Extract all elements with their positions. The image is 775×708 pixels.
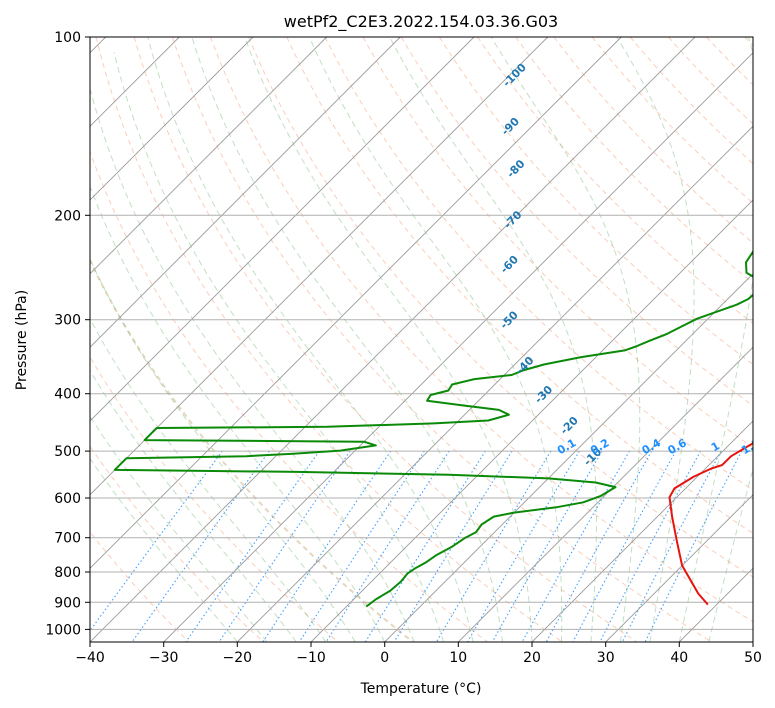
y-tick-label: 200 <box>54 208 81 224</box>
isotherm-line <box>90 37 328 275</box>
isotherm-line <box>90 37 475 422</box>
isotherm-line <box>90 37 549 496</box>
y-tick-label: 1000 <box>45 622 81 638</box>
sounding-profiles <box>113 250 753 608</box>
x-tick-label: 10 <box>449 650 467 666</box>
isotherm-line <box>236 125 753 642</box>
dry-adiabat-line <box>133 37 638 642</box>
isotherm-line <box>90 37 696 642</box>
x-axis: −40 −30 −20 −10 0 10 20 30 40 50 <box>75 642 762 666</box>
isotherm-line <box>90 37 401 348</box>
x-tick-label: 20 <box>523 650 541 666</box>
dry-adiabat-line <box>248 37 753 578</box>
temperature-profile-line <box>668 441 753 606</box>
moist-adiabat-line <box>113 51 445 642</box>
mixing-ratio-line <box>262 450 392 642</box>
moist-adiabat-line <box>90 257 356 642</box>
y-tick-label: 700 <box>54 531 81 547</box>
x-axis-label: Temperature (°C) <box>360 681 482 697</box>
x-tick-label: 0 <box>380 650 389 666</box>
x-tick-label: −10 <box>296 650 326 666</box>
moist-adiabat-line <box>147 37 474 642</box>
chart-title: wetPf2_C2E3.2022.154.03.36.G03 <box>284 12 558 32</box>
isotherm-line <box>90 37 622 569</box>
moist-adiabat-line <box>90 415 268 642</box>
x-tick-label: 50 <box>744 650 762 666</box>
dry-adiabat-line <box>400 37 753 407</box>
y-axis-label: Pressure (hPa) <box>14 290 30 390</box>
isotherm-line <box>457 346 753 642</box>
moist-adiabat-line <box>191 37 503 642</box>
x-tick-label: −30 <box>149 650 179 666</box>
y-tick-label: 800 <box>54 565 81 581</box>
y-axis: 100 200 300 400 500 600 700 800 900 1000 <box>45 30 90 638</box>
background-reference-lines <box>90 37 753 642</box>
pressure-gridlines <box>90 37 753 630</box>
dewpoint-profile-line <box>113 250 753 608</box>
y-tick-label: 900 <box>54 595 81 611</box>
moist-adiabat-line <box>678 37 753 642</box>
dry-adiabat-line <box>90 445 264 642</box>
y-tick-label: 500 <box>54 444 81 460</box>
y-tick-label: 600 <box>54 491 81 507</box>
moist-adiabat-line <box>244 37 533 642</box>
isotherm-line <box>605 494 753 642</box>
mixing-ratio-line <box>545 450 653 642</box>
moist-adiabat-line <box>90 86 415 642</box>
mixing-ratio-line <box>572 450 677 642</box>
isotherm-line <box>90 37 254 201</box>
dry-adiabat-line <box>438 37 753 366</box>
isotherm-line <box>163 52 753 642</box>
mixing-ratio-line <box>521 450 630 642</box>
plot-frame <box>89 36 754 643</box>
dry-adiabat-line <box>477 37 753 325</box>
isotherm-line <box>531 420 753 642</box>
mixing-ratio-line <box>644 450 743 642</box>
y-tick-label: 100 <box>54 30 81 46</box>
moist-adiabat-line <box>389 37 597 642</box>
dry-adiabat-line <box>210 37 753 623</box>
mixing-ratio-line <box>218 450 351 642</box>
mixing-ratio-line <box>599 450 701 642</box>
moist-adiabat-line <box>90 185 386 642</box>
dry-adiabat-line <box>95 37 563 642</box>
dry-adiabat-line <box>515 37 753 284</box>
moist-adiabat-line <box>308 37 563 642</box>
dry-adiabat-line <box>629 37 753 165</box>
dry-adiabat-line <box>591 37 753 204</box>
mixing-ratio-line <box>621 450 722 642</box>
moist-adiabat-line <box>90 317 327 642</box>
mixing-ratio-line <box>298 450 425 642</box>
dry-adiabat-line <box>90 531 190 642</box>
dry-adiabat-line <box>90 258 414 642</box>
mixing-ratio-line <box>185 450 320 642</box>
moist-adiabat-line <box>616 37 695 642</box>
moist-adiabat-line <box>90 457 238 642</box>
isotherm-line <box>310 199 753 642</box>
mixing-ratio-line <box>491 450 603 642</box>
x-tick-label: 30 <box>597 650 615 666</box>
x-tick-label: 40 <box>670 650 688 666</box>
y-tick-label: 400 <box>54 387 81 403</box>
isotherm-line <box>384 273 753 642</box>
mixing-ratio-line <box>90 450 223 632</box>
moist-adiabat-line <box>490 37 641 642</box>
y-tick-label: 300 <box>54 313 81 329</box>
dry-adiabat-line <box>171 37 712 642</box>
x-tick-label: −20 <box>223 650 253 666</box>
moist-adiabat-line <box>708 466 753 642</box>
dry-adiabat-line <box>362 37 753 449</box>
x-tick-label: −40 <box>75 650 105 666</box>
moist-adiabat-line <box>90 369 297 642</box>
